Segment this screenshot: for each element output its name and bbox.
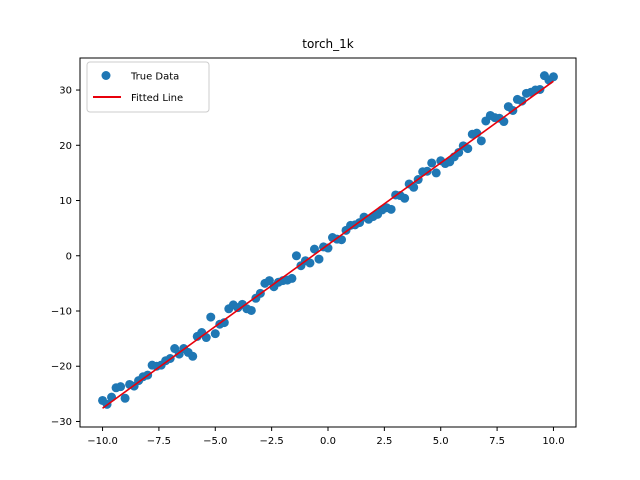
data-point (386, 204, 396, 214)
y-tick-label: 10 (59, 196, 72, 207)
data-point (548, 72, 558, 82)
chart-title: torch_1k (302, 37, 354, 51)
x-axis: −10.0 −7.5 −5.0 −2.5 0.0 2.5 5.0 7.5 10.0 (87, 427, 565, 447)
y-tick-label: 0 (66, 251, 72, 262)
x-tick-label: 7.5 (489, 436, 505, 447)
data-point (476, 136, 486, 146)
x-tick-label: −10.0 (87, 436, 118, 447)
x-tick-label: 0.0 (320, 436, 336, 447)
legend-label-true-data: True Data (130, 72, 179, 83)
data-point (400, 193, 410, 203)
data-point (499, 117, 509, 127)
y-tick-label: 20 (59, 141, 72, 152)
y-tick-label: −10 (51, 306, 72, 317)
data-point (219, 318, 229, 328)
data-point (188, 351, 198, 361)
data-point (210, 329, 220, 339)
y-axis: −30 −20 −10 0 10 20 30 (51, 86, 80, 428)
data-point (116, 382, 126, 392)
data-point (287, 273, 297, 283)
data-point (427, 158, 437, 168)
data-point (246, 305, 256, 315)
y-tick-label: −30 (51, 417, 72, 428)
legend-label-fitted-line: Fitted Line (131, 93, 183, 104)
data-point (463, 144, 473, 154)
x-tick-label: 10.0 (542, 436, 564, 447)
data-point (120, 393, 130, 403)
fitted-line (102, 80, 554, 409)
y-tick-label: −20 (51, 362, 72, 373)
x-tick-label: −5.0 (203, 436, 227, 447)
data-point (431, 168, 441, 178)
data-point (314, 254, 324, 264)
data-point (454, 147, 464, 157)
y-tick-label: 30 (59, 86, 72, 97)
legend: True Data Fitted Line (86, 61, 210, 113)
x-tick-label: −7.5 (147, 436, 171, 447)
data-point (291, 251, 301, 261)
plot-area (79, 57, 577, 428)
data-point (206, 312, 216, 322)
x-tick-label: 2.5 (376, 436, 392, 447)
legend-box (86, 61, 210, 113)
x-tick-label: 5.0 (433, 436, 449, 447)
x-tick-label: −2.5 (259, 436, 283, 447)
data-point (309, 244, 319, 254)
data-point (305, 258, 315, 268)
legend-marker-true-data (101, 71, 111, 80)
